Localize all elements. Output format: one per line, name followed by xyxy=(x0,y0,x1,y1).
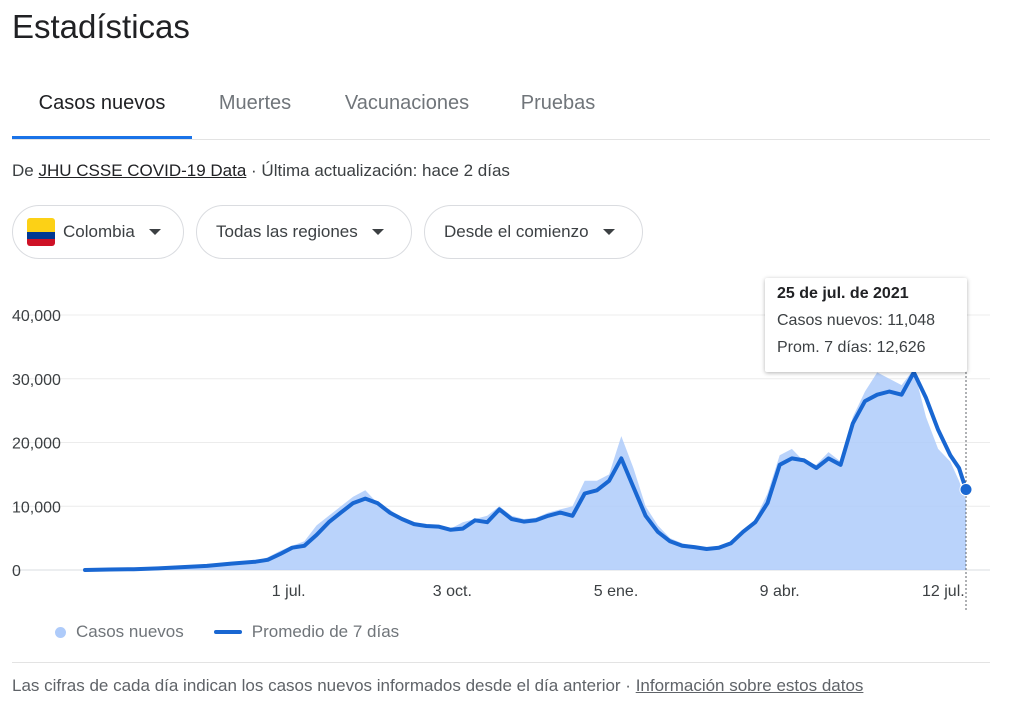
dropdown-arrow-icon xyxy=(602,229,615,235)
about-data-link[interactable]: Información sobre estos datos xyxy=(635,676,864,695)
y-tick-label: 30,000 xyxy=(12,372,61,389)
x-tick-label: 9 abr. xyxy=(760,583,800,600)
footer-text: Las cifras de cada día indican los casos… xyxy=(12,676,636,695)
source-link[interactable]: JHU CSSE COVID-19 Data xyxy=(38,161,247,180)
footer-divider xyxy=(12,662,990,663)
dropdown-arrow-icon xyxy=(371,229,384,235)
page-title: Estadísticas xyxy=(12,8,190,45)
chart-legend: Casos nuevos Promedio de 7 días xyxy=(55,622,399,642)
tooltip-average: Prom. 7 días: 12,626 xyxy=(777,339,926,356)
daily-cases-area xyxy=(85,369,966,570)
x-tick-label: 5 ene. xyxy=(594,583,638,600)
daily-cases-legend-swatch xyxy=(55,626,66,638)
y-tick-label: 0 xyxy=(12,563,21,580)
average-legend-swatch xyxy=(213,630,242,634)
tooltip-cases: Casos nuevos: 11,048 xyxy=(777,312,936,329)
dropdown-arrow-icon xyxy=(148,229,161,235)
hover-point xyxy=(959,483,973,497)
y-tick-label: 20,000 xyxy=(12,436,61,453)
legend-daily-label: Casos nuevos xyxy=(76,622,184,641)
tab-muertes[interactable]: Muertes xyxy=(218,92,292,114)
period-label: Desde el comienzo xyxy=(444,222,589,241)
tab-bar: Casos nuevos Muertes Vacunaciones Prueba… xyxy=(12,70,990,140)
last-updated-text: · Última actualización: hace 2 días xyxy=(246,161,510,180)
colombia-flag-icon xyxy=(27,218,55,246)
legend-average-label: Promedio de 7 días xyxy=(251,622,400,641)
data-source-line: De JHU CSSE COVID-19 Data · Última actua… xyxy=(12,161,510,181)
footer-note: Las cifras de cada día indican los casos… xyxy=(12,676,863,696)
cases-chart[interactable]: 0 10,000 20,000 30,000 40,000 1 jul. 3 oct. 5 … xyxy=(0,270,1034,615)
tab-casos-nuevos[interactable]: Casos nuevos xyxy=(12,70,192,139)
region-label: Todas las regiones xyxy=(216,222,358,241)
period-selector[interactable]: Desde el comienzo xyxy=(424,205,643,259)
tooltip-date: 25 de jul. de 2021 xyxy=(777,285,909,302)
country-label: Colombia xyxy=(63,222,135,241)
x-tick-label: 12 jul. xyxy=(922,583,965,600)
seven-day-average-line xyxy=(83,370,968,572)
tab-vacunaciones[interactable]: Vacunaciones xyxy=(344,92,470,114)
x-tick-label: 3 oct. xyxy=(433,583,472,600)
y-tick-label: 40,000 xyxy=(12,308,61,325)
x-tick-label: 1 jul. xyxy=(272,583,306,600)
region-selector[interactable]: Todas las regiones xyxy=(196,205,412,259)
country-selector[interactable]: Colombia xyxy=(12,205,184,259)
chart-tooltip: 25 de jul. de 2021 Casos nuevos: 11,048 … xyxy=(765,278,967,372)
y-tick-label: 10,000 xyxy=(12,499,61,516)
tab-pruebas[interactable]: Pruebas xyxy=(520,92,596,114)
source-prefix: De xyxy=(12,161,39,180)
